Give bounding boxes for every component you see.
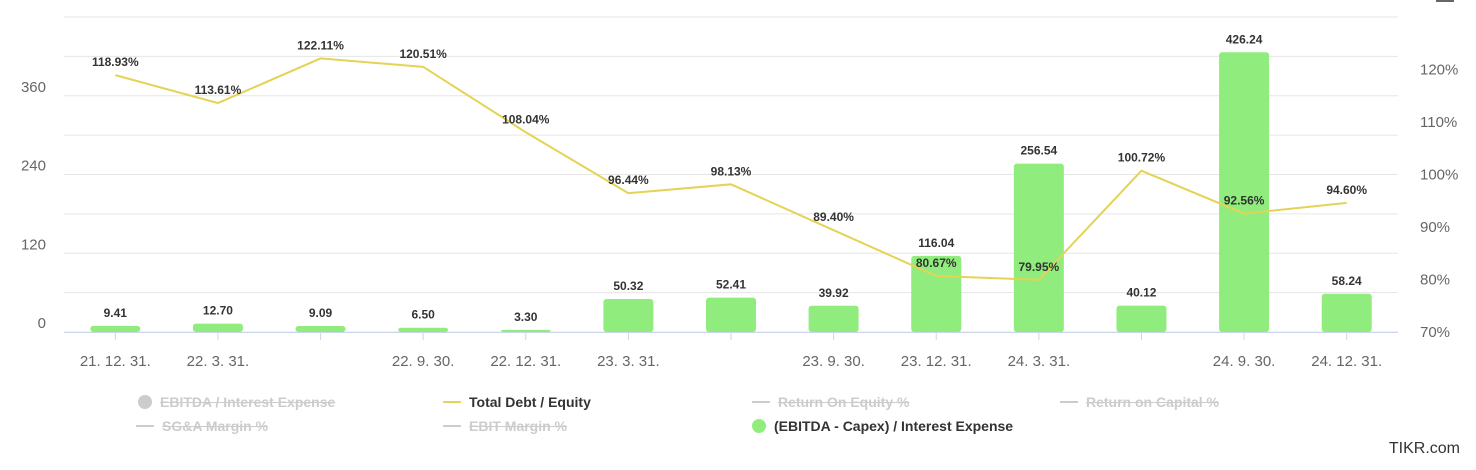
line-data-label: 113.61% xyxy=(195,83,242,97)
x-tick-label: 22. 12. 31. xyxy=(490,353,561,370)
legend-item[interactable]: Return on Capital % xyxy=(1060,394,1219,410)
y-right-tick-label: 80% xyxy=(1420,272,1450,289)
line-data-label: 108.04% xyxy=(502,112,550,126)
bar xyxy=(706,297,756,332)
legend-line-icon xyxy=(752,401,770,403)
x-tick-label: 24. 3. 31. xyxy=(1008,353,1071,370)
legend-circle-icon xyxy=(752,419,766,433)
x-tick-label: 24. 12. 31. xyxy=(1311,353,1382,370)
line-data-label: 100.72% xyxy=(1118,151,1166,165)
y-left-tick-label: 240 xyxy=(21,158,46,175)
legend-circle-icon xyxy=(138,395,152,409)
x-tick-label: 24. 9. 30. xyxy=(1213,353,1276,370)
y-left-tick-label: 360 xyxy=(21,79,46,96)
bar-data-label: 3.30 xyxy=(514,310,538,324)
legend-line-icon xyxy=(136,425,154,427)
legend-item-label: EBIT Margin % xyxy=(469,418,568,434)
legend-item-label: EBITDA / Interest Expense xyxy=(160,394,336,410)
y-left-tick-label: 120 xyxy=(21,236,46,253)
x-tick-label: 22. 9. 30. xyxy=(392,353,455,370)
legend-item-label: SG&A Margin % xyxy=(162,418,269,434)
bar-data-label: 52.41 xyxy=(716,278,746,292)
y-right-tick-label: 90% xyxy=(1420,219,1450,236)
legend-item-label: (EBITDA - Capex) / Interest Expense xyxy=(774,418,1014,434)
chart-menu-icon[interactable] xyxy=(1436,0,1454,2)
legend-item-label: Return on Capital % xyxy=(1086,394,1220,410)
legend-item[interactable]: SG&A Margin % xyxy=(136,418,268,434)
bar-data-label: 426.24 xyxy=(1226,32,1263,46)
line-data-label: 122.11% xyxy=(297,38,344,52)
y-right-tick-label: 100% xyxy=(1420,167,1458,184)
bar xyxy=(500,329,551,332)
bar-data-label: 58.24 xyxy=(1332,274,1362,288)
x-tick-label: 23. 9. 30. xyxy=(802,353,865,370)
line-data-label: 94.60% xyxy=(1326,183,1367,197)
x-tick-label: 22. 3. 31. xyxy=(187,353,250,370)
y-right-tick-label: 70% xyxy=(1420,324,1450,341)
y-right-tick-label: 120% xyxy=(1420,62,1458,79)
bar-data-label: 39.92 xyxy=(819,286,849,300)
legend-line-icon xyxy=(443,401,461,403)
bar xyxy=(808,305,859,332)
bar-data-label: 9.09 xyxy=(309,306,333,320)
y-left-tick-label: 0 xyxy=(38,315,46,332)
line-data-label: 79.95% xyxy=(1018,260,1059,274)
legend-item-label: Total Debt / Equity xyxy=(469,394,591,410)
legend-item[interactable]: Total Debt / Equity xyxy=(443,394,591,410)
line-data-label: 92.56% xyxy=(1224,194,1265,208)
bar xyxy=(90,325,141,332)
x-tick-label: 23. 3. 31. xyxy=(597,353,660,370)
bar-data-label: 116.04 xyxy=(918,236,954,250)
line-data-label: 96.44% xyxy=(608,173,649,187)
bar xyxy=(1013,163,1064,332)
bar xyxy=(603,298,654,332)
bar-data-label: 9.41 xyxy=(104,306,128,320)
legend-item-label: Return On Equity % xyxy=(778,394,910,410)
x-tick-label: 23. 12. 31. xyxy=(901,353,972,370)
line-data-label: 89.40% xyxy=(813,210,854,224)
legend-item[interactable]: Return On Equity % xyxy=(752,394,909,410)
legend-item[interactable]: (EBITDA - Capex) / Interest Expense xyxy=(752,418,1013,434)
line-data-label: 80.67% xyxy=(916,256,957,270)
legend-item[interactable]: EBITDA / Interest Expense xyxy=(138,394,335,410)
bar-data-label: 40.12 xyxy=(1126,286,1156,300)
bar-data-label: 256.54 xyxy=(1020,144,1057,158)
bar-data-label: 50.32 xyxy=(613,279,643,293)
bar xyxy=(192,323,243,332)
bar xyxy=(1116,305,1167,332)
brand-watermark: TIKR.com xyxy=(1388,440,1460,457)
legend-line-icon xyxy=(1060,401,1078,403)
legend-line-icon xyxy=(443,425,461,427)
bar xyxy=(1321,293,1372,332)
legend-item[interactable]: EBIT Margin % xyxy=(443,418,567,434)
line-data-label: 120.51% xyxy=(399,47,447,61)
chart: 0 120 240 360 70% 80% 90% 100% 110% 120% 21. 12. 3… xyxy=(21,16,1458,370)
series-line xyxy=(115,57,1347,281)
line-data-label: 98.13% xyxy=(711,164,752,178)
legend: EBITDA / Interest Expense Total Debt / Eq… xyxy=(0,388,1476,448)
bar xyxy=(398,327,449,332)
bar xyxy=(1219,52,1270,332)
x-tick-label: 21. 12. 31. xyxy=(80,353,151,370)
bar xyxy=(911,255,962,332)
bar-data-label: 6.50 xyxy=(411,308,435,322)
bar xyxy=(295,326,346,332)
line-data-label: 118.93% xyxy=(92,55,139,69)
bar-data-label: 12.70 xyxy=(203,304,233,318)
y-right-tick-label: 110% xyxy=(1420,114,1457,131)
